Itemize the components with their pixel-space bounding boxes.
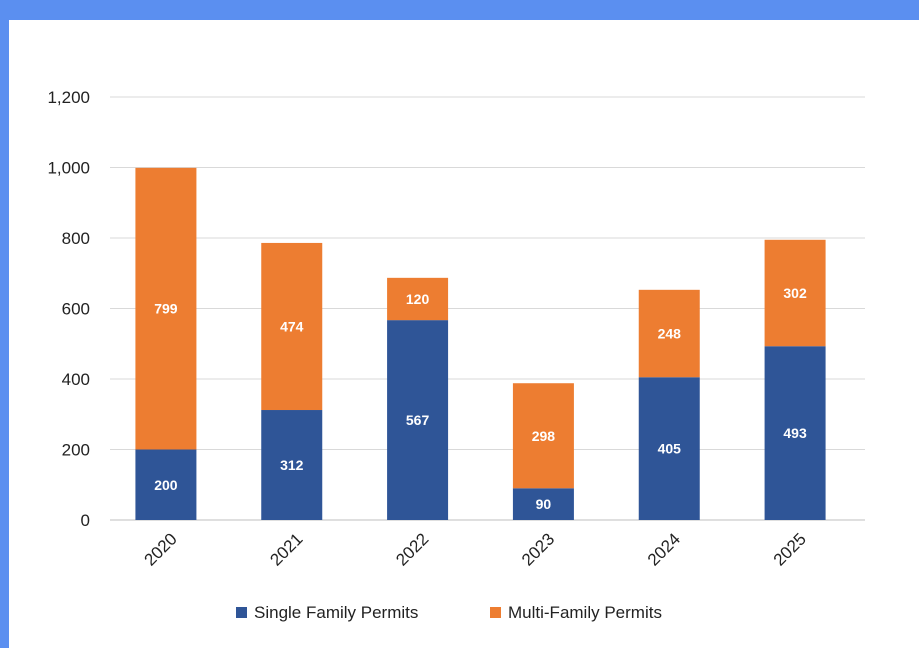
x-tick-label: 2022 (392, 529, 432, 569)
gridlines (110, 96, 865, 521)
data-label-multi-family: 298 (532, 428, 556, 444)
bar-multi-family (135, 167, 197, 450)
bar-single-family (261, 410, 323, 520)
y-tick-label: 800 (62, 229, 90, 248)
data-label-multi-family: 799 (154, 301, 178, 317)
x-tick-label: 2025 (770, 529, 810, 569)
left-accent-bar (0, 0, 9, 648)
bar-multi-family (638, 289, 700, 378)
x-tick-label: 2021 (266, 529, 306, 569)
data-label-multi-family: 120 (406, 291, 430, 307)
x-tick-label: 2024 (644, 529, 684, 569)
data-label-multi-family: 302 (783, 285, 807, 301)
legend: Single Family Permits Multi-Family Permit… (236, 603, 662, 622)
y-tick-label: 1,000 (47, 159, 90, 178)
y-tick-label: 400 (62, 370, 90, 389)
bar-single-family (764, 346, 826, 520)
data-label-single-family: 312 (280, 457, 304, 473)
y-tick-label: 0 (81, 511, 90, 530)
y-tick-label: 600 (62, 300, 90, 319)
bars (135, 167, 826, 520)
bar-multi-family (261, 242, 323, 411)
legend-swatch-multi-family (490, 607, 501, 618)
data-label-single-family: 90 (536, 496, 552, 512)
data-label-single-family: 567 (406, 412, 430, 428)
x-axis-tick-labels: 2020 2021 2022 2023 2024 2025 (141, 529, 810, 569)
bar-single-family (135, 449, 197, 520)
bar-single-family (387, 320, 449, 520)
top-accent-bar (0, 0, 919, 20)
bar-single-family (512, 488, 574, 520)
data-label-multi-family: 474 (280, 318, 304, 334)
data-label-single-family: 405 (658, 441, 682, 457)
bar-multi-family (764, 239, 826, 347)
data-label-single-family: 200 (154, 477, 178, 493)
legend-label-multi-family: Multi-Family Permits (508, 603, 662, 622)
legend-label-single-family: Single Family Permits (254, 603, 418, 622)
y-tick-label: 200 (62, 441, 90, 460)
data-label-single-family: 493 (783, 425, 807, 441)
y-axis-tick-labels: 0 200 400 600 800 1,000 1,200 (47, 88, 90, 530)
legend-swatch-single-family (236, 607, 247, 618)
bar-multi-family (387, 277, 449, 321)
data-label-multi-family: 248 (658, 326, 682, 342)
y-tick-label: 1,200 (47, 88, 90, 107)
data-labels: 200 799 312 474 567 120 90 298 405 248 493 302 (154, 285, 807, 512)
x-tick-label: 2023 (518, 529, 558, 569)
bar-single-family (638, 377, 700, 520)
x-tick-label: 2020 (141, 529, 181, 569)
bar-multi-family (512, 383, 574, 489)
